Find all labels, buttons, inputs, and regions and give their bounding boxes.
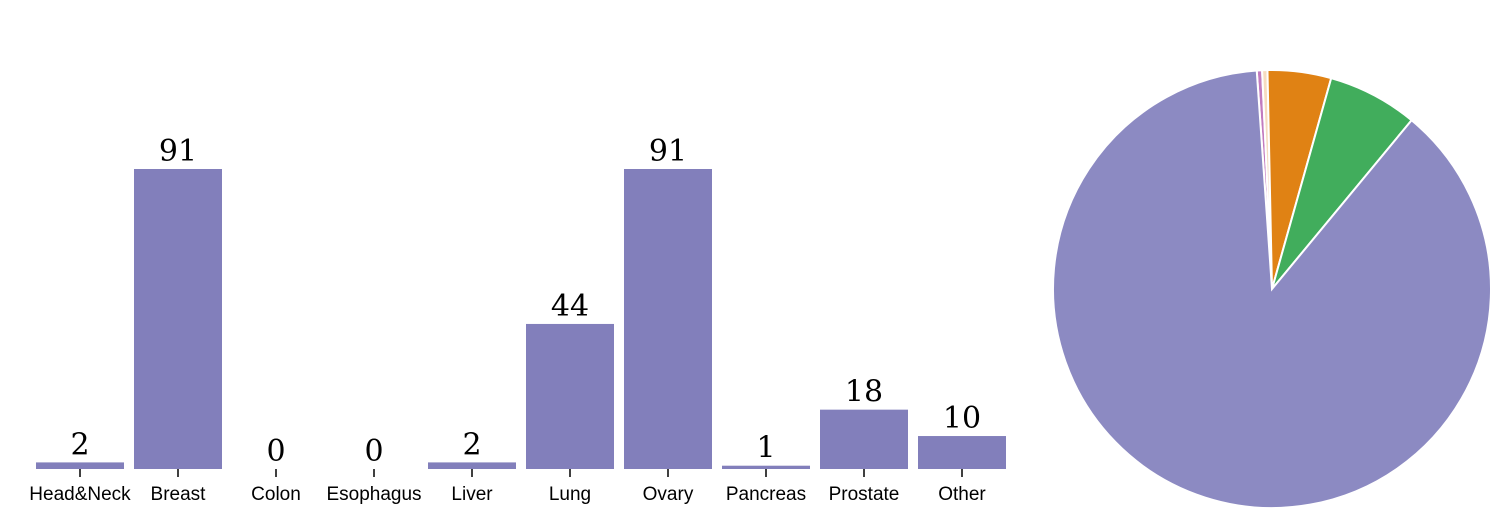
bar-value-label: 91 — [159, 134, 197, 169]
bar-lung — [526, 323, 614, 469]
bar-value-label: 0 — [364, 434, 383, 469]
bar-value-label: 2 — [70, 427, 89, 462]
bar-liver — [428, 462, 516, 469]
bar-head-neck — [36, 462, 124, 469]
bar-value-label: 10 — [943, 401, 981, 436]
x-tick-label: Ovary — [643, 484, 694, 505]
x-tick-label: Breast — [151, 484, 207, 505]
x-tick-label: Colon — [251, 484, 301, 505]
value-labels-group: 2 91 0 0 2 44 91 1 18 10 — [70, 134, 981, 469]
bar-value-label: 2 — [462, 427, 481, 462]
x-tick-label: Head&Neck — [29, 484, 131, 505]
bar-other — [918, 436, 1006, 469]
x-tick-label: Other — [938, 484, 986, 505]
x-axis: Head&Neck Breast Colon Esophagus Liver Lung Ov… — [29, 469, 986, 505]
bars-group — [36, 169, 1006, 469]
bar-prostate — [820, 409, 908, 469]
bar-value-label: 18 — [845, 375, 883, 410]
x-tick-label: Prostate — [829, 484, 900, 505]
pie-slice-4 — [1052, 69, 1492, 509]
x-tick-label: Liver — [451, 484, 493, 505]
bar-ovary — [624, 169, 712, 469]
x-tick-label: Esophagus — [326, 484, 421, 505]
bar-value-label: 91 — [649, 134, 687, 169]
bar-breast — [134, 169, 222, 469]
bar-value-label: 44 — [551, 289, 589, 324]
x-tick-label: Pancreas — [726, 484, 806, 505]
pie-chart — [1052, 69, 1492, 509]
bar-value-label: 1 — [756, 431, 775, 466]
x-tick-label: Lung — [549, 484, 591, 505]
bar-value-label: 0 — [266, 434, 285, 469]
bar-chart: 2 91 0 0 2 44 91 1 18 10 Head&Neck Breast Colon Esop… — [29, 134, 1006, 505]
bar-pancreas — [722, 465, 810, 469]
